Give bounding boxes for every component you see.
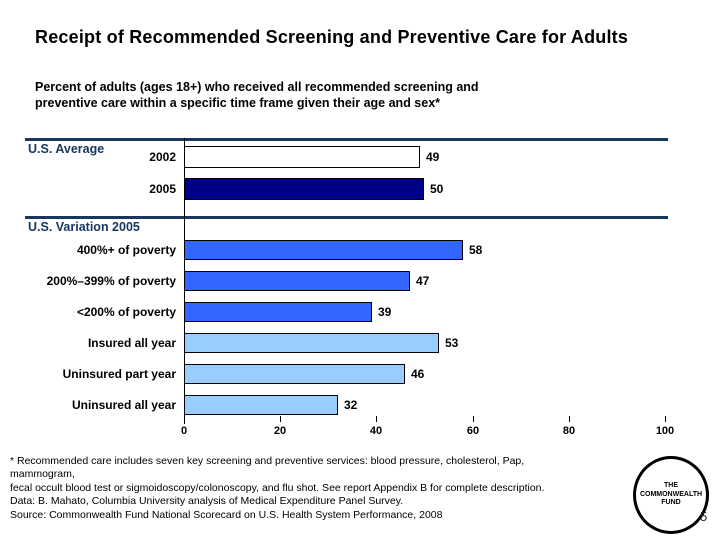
bar bbox=[184, 271, 410, 291]
bar bbox=[184, 178, 424, 200]
x-axis-tick bbox=[280, 416, 281, 422]
footnote-line: fecal occult blood test or sigmoidoscopy… bbox=[10, 481, 545, 494]
footnote-line: Data: B. Mahato, Columbia University ana… bbox=[10, 495, 404, 508]
bar-row-label: 2005 bbox=[149, 182, 176, 196]
bar-value-label: 32 bbox=[344, 398, 358, 412]
section-divider-top bbox=[25, 138, 668, 141]
footnote-line: Source: Commonwealth Fund National Score… bbox=[10, 508, 443, 521]
section-divider-middle bbox=[25, 216, 668, 219]
page-number: 5 bbox=[700, 509, 708, 524]
bar-row-label: <200% of poverty bbox=[76, 305, 176, 319]
x-axis-tick-label: 60 bbox=[466, 425, 480, 437]
bar-row-label: 400%+ of poverty bbox=[76, 243, 176, 257]
section-label-us-average: U.S. Average bbox=[28, 142, 105, 156]
x-axis-tick-label: 0 bbox=[180, 425, 188, 437]
logo-text-line: THE bbox=[664, 482, 678, 490]
bar-row-label: 200%–399% of poverty bbox=[46, 274, 176, 288]
page-title: Receipt of Recommended Screening and Pre… bbox=[35, 27, 629, 47]
x-axis-tick bbox=[473, 416, 474, 422]
footnote-line: mammogram, bbox=[10, 468, 75, 481]
bar-row-label: 2002 bbox=[149, 150, 176, 164]
bar bbox=[184, 364, 405, 384]
footnote-block: * Recommended care includes seven key sc… bbox=[10, 455, 642, 522]
bar-value-label: 49 bbox=[426, 150, 440, 164]
logo-text-line: COMMONWEALTH bbox=[639, 490, 703, 498]
x-axis-tick-label: 40 bbox=[369, 425, 383, 437]
footnote-line: * Recommended care includes seven key sc… bbox=[10, 455, 525, 467]
bar-row-label: Uninsured part year bbox=[62, 367, 176, 381]
bar-row-label: Uninsured all year bbox=[71, 398, 176, 412]
bar bbox=[184, 240, 463, 260]
bar-value-label: 58 bbox=[469, 243, 483, 257]
section-label-us-variation: U.S. Variation 2005 bbox=[28, 220, 140, 234]
x-axis-tick bbox=[665, 416, 666, 422]
x-axis-tick-label: 80 bbox=[562, 425, 576, 437]
bar-value-label: 46 bbox=[411, 367, 425, 381]
bar-row-label: Insured all year bbox=[87, 336, 176, 350]
bar bbox=[184, 395, 338, 415]
bar-value-label: 39 bbox=[378, 305, 392, 319]
chart-subtitle: Percent of adults (ages 18+) who receive… bbox=[35, 80, 479, 110]
x-axis-tick-label: 100 bbox=[655, 425, 675, 437]
x-axis-tick bbox=[569, 416, 570, 422]
x-axis-tick-label: 20 bbox=[273, 425, 287, 437]
bar bbox=[184, 302, 372, 322]
bar-value-label: 53 bbox=[445, 336, 459, 350]
commonwealth-fund-logo: THE COMMONWEALTH FUND bbox=[633, 456, 709, 534]
logo-text-line: FUND bbox=[661, 499, 681, 507]
bar bbox=[184, 146, 420, 168]
bar bbox=[184, 333, 439, 353]
bar-value-label: 50 bbox=[430, 182, 444, 196]
bar-value-label: 47 bbox=[416, 274, 430, 288]
x-axis-tick bbox=[376, 416, 377, 422]
